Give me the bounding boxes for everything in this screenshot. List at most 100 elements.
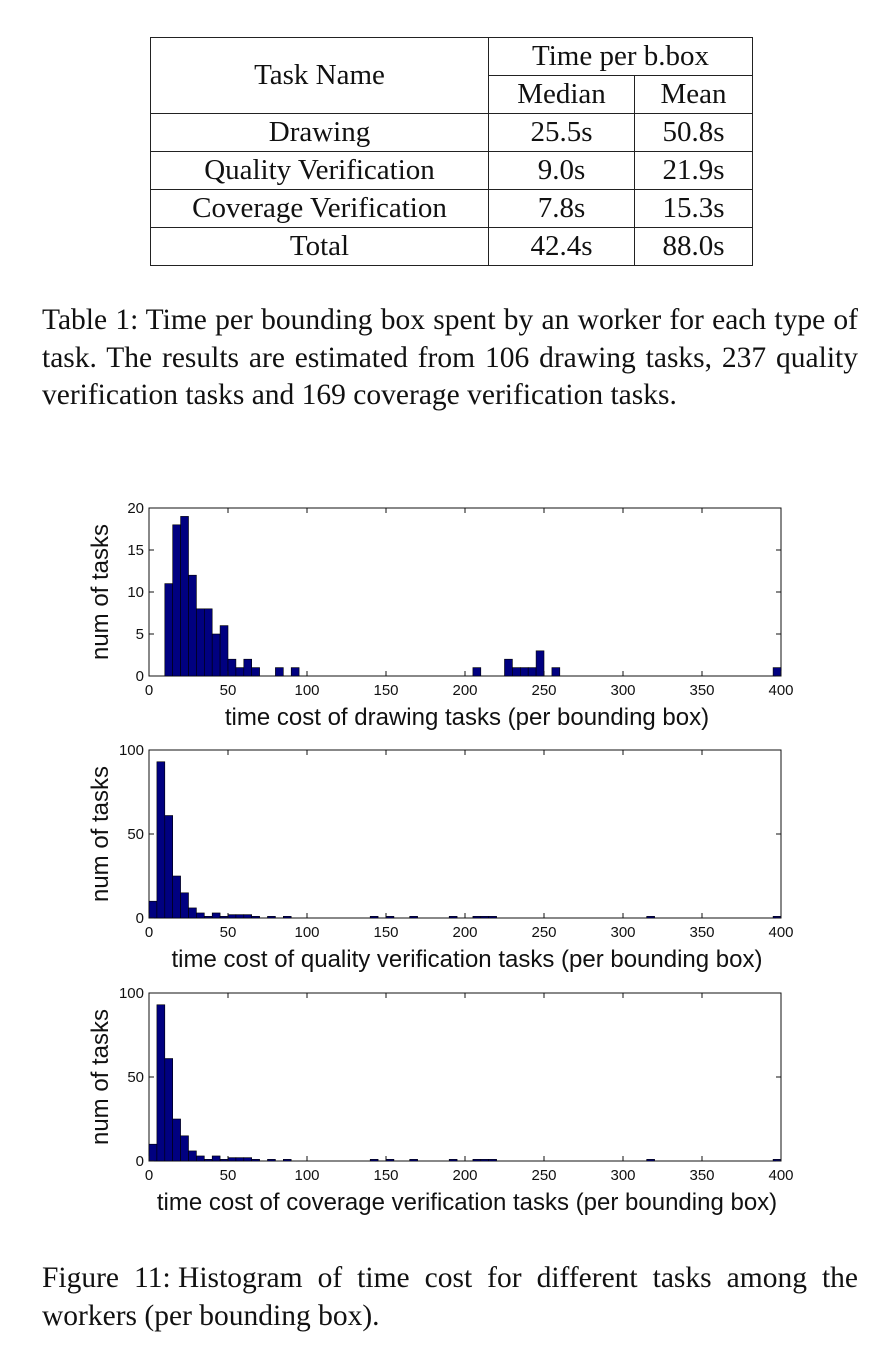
- x-tick-label: 250: [531, 1167, 556, 1184]
- x-tick-label: 300: [610, 924, 635, 941]
- histogram-bar: [188, 574, 197, 677]
- histogram-bar: [243, 1157, 253, 1162]
- y-tick-label: 15: [127, 542, 144, 559]
- histogram-bar: [148, 1143, 158, 1162]
- histogram-bar: [504, 658, 513, 677]
- median-cell: 42.4s: [488, 227, 635, 266]
- header-mean: Mean: [634, 75, 753, 114]
- histogram-bar: [164, 1058, 174, 1162]
- histogram-bar: [488, 916, 497, 919]
- histogram-bar: [472, 916, 482, 919]
- table-caption-label: Table 1:: [42, 304, 139, 336]
- x-tick-label: 100: [294, 1167, 319, 1184]
- histogram-bar: [409, 916, 418, 919]
- histogram-bar: [219, 1159, 229, 1162]
- y-axis-title: num of tasks: [87, 524, 114, 660]
- x-tick-label: 0: [145, 924, 153, 941]
- histogram-bar: [369, 1159, 379, 1162]
- x-tick-label: 200: [452, 924, 477, 941]
- plot-frame: [148, 749, 782, 919]
- x-tick-label: 250: [531, 682, 556, 699]
- x-tick-label: 350: [689, 924, 714, 941]
- x-tick-label: 350: [689, 682, 714, 699]
- y-tick-label: 10: [127, 584, 144, 601]
- histogram-bar: [772, 667, 782, 677]
- task-cell: Quality Verification: [150, 151, 489, 190]
- histogram-bar: [275, 667, 284, 677]
- table-row: Coverage Verification 7.8s 15.3s: [150, 189, 753, 228]
- histogram-bar: [512, 667, 521, 677]
- histogram-bar: [251, 916, 260, 919]
- y-tick-label: 50: [127, 1069, 144, 1086]
- histogram-bar: [282, 916, 292, 919]
- task-cell: Coverage Verification: [150, 189, 489, 228]
- histogram-bar: [219, 916, 229, 919]
- histogram-bar: [251, 1159, 260, 1162]
- coverage-verification-histogram: 0 50 100 150 200 250 300 350 400 0 50 100 time cost …: [87, 985, 794, 1216]
- histogram-bar: [156, 1004, 166, 1162]
- histogram-bar: [251, 667, 260, 677]
- histogram-bar: [488, 1159, 497, 1162]
- histogram-bar: [385, 916, 395, 919]
- histogram-bar: [480, 1159, 489, 1162]
- x-tick-label: 50: [220, 1167, 237, 1184]
- table-header-row: Task Name Time per b.box: [150, 37, 753, 114]
- x-tick-label: 400: [768, 1167, 793, 1184]
- median-cell: 25.5s: [488, 113, 635, 152]
- header-time-per-bbox: Time per b.box: [488, 37, 753, 76]
- histogram-bar: [172, 875, 181, 919]
- y-tick-label: 100: [119, 742, 144, 759]
- histogram-bar: [196, 1155, 205, 1162]
- histogram-bar: [211, 633, 221, 677]
- median-cell: 9.0s: [488, 151, 635, 190]
- table-row: Total 42.4s 88.0s: [150, 227, 753, 266]
- x-tick-label: 100: [294, 682, 319, 699]
- x-tick-label: 150: [373, 924, 398, 941]
- histogram-bar: [204, 608, 213, 677]
- x-axis-title: time cost of quality verification tasks …: [172, 946, 763, 973]
- histogram-bar: [519, 667, 529, 677]
- histogram-bar: [646, 1159, 655, 1162]
- mean-cell: 21.9s: [634, 151, 753, 190]
- x-tick-label: 400: [768, 924, 793, 941]
- quality-verification-histogram: 0 50 100 150 200 250 300 350 400 0 50 100 time cost …: [87, 742, 794, 973]
- histogram-bar: [369, 916, 379, 919]
- task-cell: Drawing: [150, 113, 489, 152]
- table-row: Quality Verification 9.0s 21.9s: [150, 151, 753, 190]
- x-tick-label: 200: [452, 682, 477, 699]
- histogram-bar: [227, 914, 237, 919]
- y-axis-title: num of tasks: [87, 766, 114, 902]
- figure-caption-text: Histogram of time cost for different tas…: [42, 1262, 859, 1332]
- header-median: Median: [488, 75, 635, 114]
- histogram-bar: [204, 916, 213, 919]
- histogram-bar: [646, 916, 655, 919]
- mean-cell: 15.3s: [634, 189, 753, 228]
- histogram-bar: [196, 608, 205, 677]
- histogram-bar: [243, 914, 253, 919]
- histogram-bar: [180, 516, 189, 677]
- x-tick-label: 250: [531, 924, 556, 941]
- x-tick-label: 300: [610, 682, 635, 699]
- y-tick-label: 100: [119, 985, 144, 1002]
- histogram-bar: [204, 1159, 213, 1162]
- histogram-bar: [156, 761, 166, 919]
- drawing-histogram: 0 50 100 150 200 250 300 350 400 0 5 10 15 20 time cos…: [87, 500, 794, 731]
- histogram-bar: [227, 658, 237, 677]
- median-cell: 7.8s: [488, 189, 635, 228]
- histogram-bar: [164, 815, 174, 919]
- table-row: Drawing 25.5s 50.8s: [150, 113, 753, 152]
- table-subheader-row: Median Mean: [151, 75, 753, 114]
- plot-frame: [148, 992, 782, 1162]
- y-tick-label: 0: [136, 910, 144, 927]
- x-tick-label: 150: [373, 682, 398, 699]
- histogram-bar: [219, 625, 229, 677]
- x-axis-title: time cost of drawing tasks (per bounding…: [225, 704, 709, 731]
- x-tick-label: 0: [145, 1167, 153, 1184]
- x-tick-label: 150: [373, 1167, 398, 1184]
- x-tick-label: 400: [768, 682, 793, 699]
- histogram-bar: [235, 1157, 245, 1162]
- histogram-bar: [551, 667, 561, 677]
- x-tick-label: 200: [452, 1167, 477, 1184]
- mean-cell: 50.8s: [634, 113, 753, 152]
- histogram-bar: [448, 1159, 458, 1162]
